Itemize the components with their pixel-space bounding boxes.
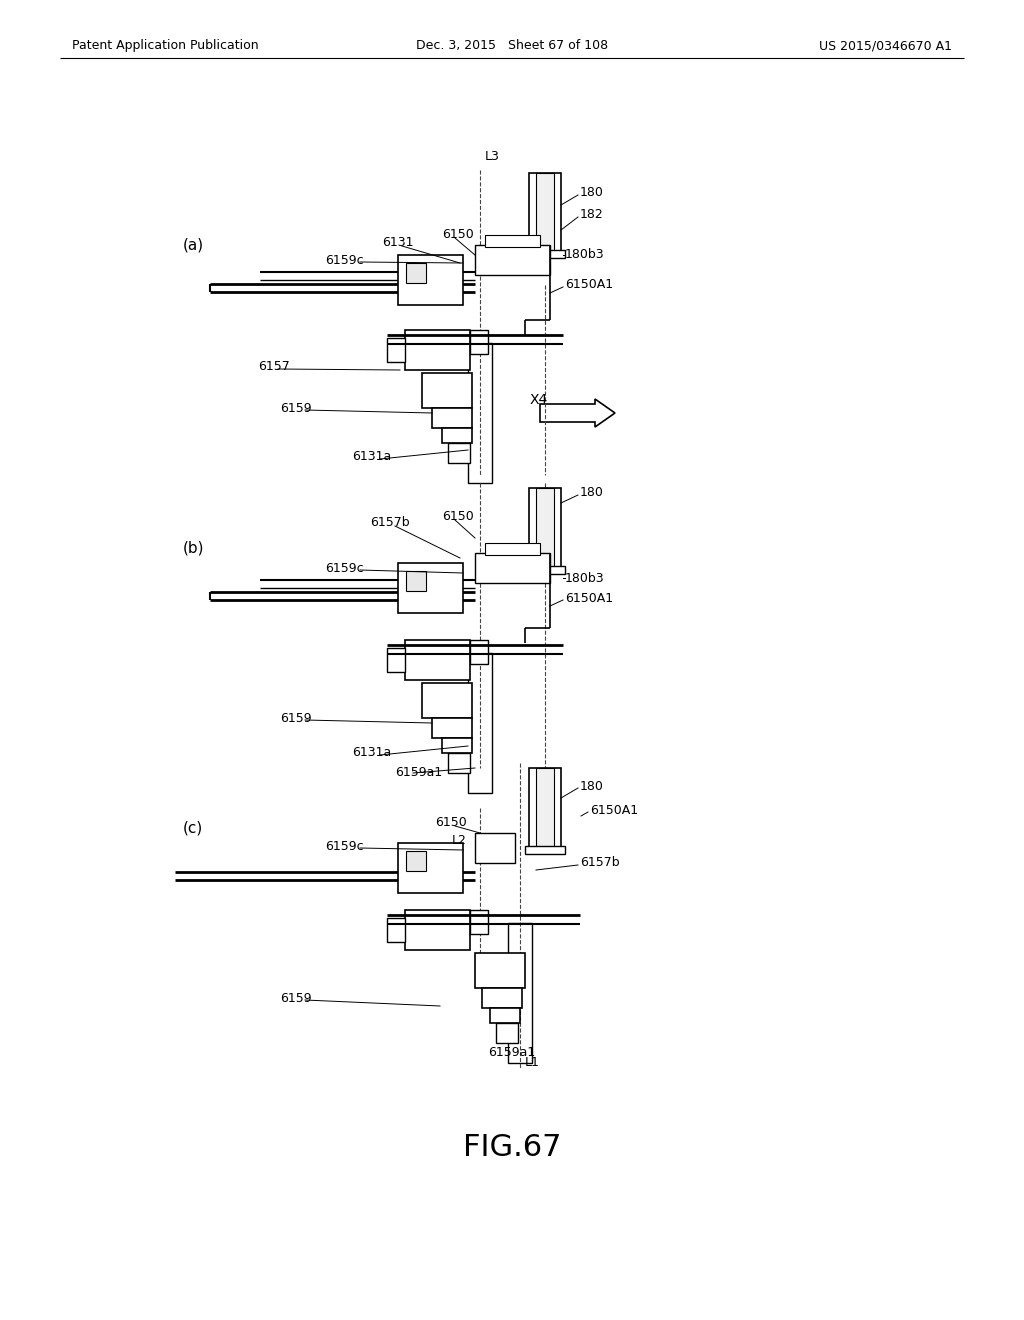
- Bar: [406, 263, 426, 282]
- Bar: [475, 833, 515, 863]
- Text: 6150: 6150: [442, 228, 474, 242]
- Text: 6150: 6150: [435, 817, 467, 829]
- Bar: [485, 543, 540, 554]
- Text: (c): (c): [183, 821, 203, 836]
- Bar: [406, 640, 470, 680]
- Text: FIG.67: FIG.67: [463, 1134, 561, 1163]
- Text: 6159a1: 6159a1: [488, 1047, 536, 1060]
- Bar: [490, 1008, 520, 1023]
- Bar: [398, 564, 463, 612]
- Text: L3: L3: [485, 150, 500, 164]
- Bar: [406, 909, 470, 950]
- Bar: [449, 752, 470, 774]
- Bar: [529, 173, 561, 253]
- Bar: [442, 738, 472, 752]
- Bar: [470, 640, 488, 664]
- Bar: [525, 249, 565, 257]
- Text: 6159: 6159: [280, 401, 311, 414]
- Text: 6150: 6150: [442, 510, 474, 523]
- Text: 180: 180: [580, 780, 604, 792]
- Bar: [536, 488, 554, 568]
- Text: 182: 182: [580, 209, 604, 222]
- Text: X4: X4: [530, 393, 548, 407]
- Bar: [475, 553, 550, 583]
- Bar: [406, 330, 470, 370]
- Bar: [470, 909, 488, 935]
- Bar: [508, 923, 532, 1063]
- Text: L1: L1: [525, 1056, 540, 1069]
- Bar: [529, 488, 561, 568]
- Bar: [398, 255, 463, 305]
- Text: (b): (b): [183, 540, 205, 556]
- Bar: [496, 1023, 518, 1043]
- Text: 6159: 6159: [280, 991, 311, 1005]
- Bar: [406, 572, 426, 591]
- Text: 6159c: 6159c: [325, 840, 364, 853]
- Bar: [422, 682, 472, 718]
- Text: 6157b: 6157b: [580, 857, 620, 870]
- Text: 6157: 6157: [258, 360, 290, 374]
- Text: 6159: 6159: [280, 711, 311, 725]
- Text: 180: 180: [580, 186, 604, 199]
- Text: L2: L2: [452, 833, 467, 846]
- Bar: [387, 648, 406, 672]
- Text: Patent Application Publication: Patent Application Publication: [72, 40, 259, 53]
- Bar: [442, 428, 472, 444]
- Text: 6131a: 6131a: [352, 747, 391, 759]
- Text: 6150A1: 6150A1: [590, 804, 638, 817]
- FancyArrow shape: [540, 399, 615, 426]
- Bar: [475, 953, 525, 987]
- Text: 180: 180: [580, 487, 604, 499]
- Text: 6150A1: 6150A1: [565, 591, 613, 605]
- Bar: [485, 235, 540, 247]
- Bar: [406, 851, 426, 871]
- Bar: [422, 374, 472, 408]
- Bar: [536, 173, 554, 253]
- Bar: [432, 408, 472, 428]
- Text: 180b3: 180b3: [565, 248, 604, 261]
- Bar: [387, 338, 406, 362]
- Text: 6150A1: 6150A1: [565, 279, 613, 292]
- Bar: [475, 246, 550, 275]
- Text: Dec. 3, 2015   Sheet 67 of 108: Dec. 3, 2015 Sheet 67 of 108: [416, 40, 608, 53]
- Text: 6131a: 6131a: [352, 450, 391, 463]
- Bar: [432, 718, 472, 738]
- Text: 6157b: 6157b: [370, 516, 410, 529]
- Bar: [398, 843, 463, 894]
- Bar: [449, 444, 470, 463]
- Bar: [525, 846, 565, 854]
- Text: (a): (a): [183, 238, 204, 252]
- Bar: [536, 768, 554, 847]
- Text: 6159c: 6159c: [325, 561, 364, 574]
- Text: US 2015/0346670 A1: US 2015/0346670 A1: [819, 40, 952, 53]
- Bar: [468, 343, 492, 483]
- Text: 6159c: 6159c: [325, 253, 364, 267]
- Text: 6131: 6131: [382, 236, 414, 249]
- Bar: [468, 653, 492, 793]
- Text: 6159a1: 6159a1: [395, 767, 442, 780]
- Bar: [529, 768, 561, 847]
- Bar: [470, 330, 488, 354]
- Bar: [482, 987, 522, 1008]
- Bar: [387, 917, 406, 942]
- Text: 180b3: 180b3: [565, 572, 604, 585]
- Bar: [525, 566, 565, 574]
